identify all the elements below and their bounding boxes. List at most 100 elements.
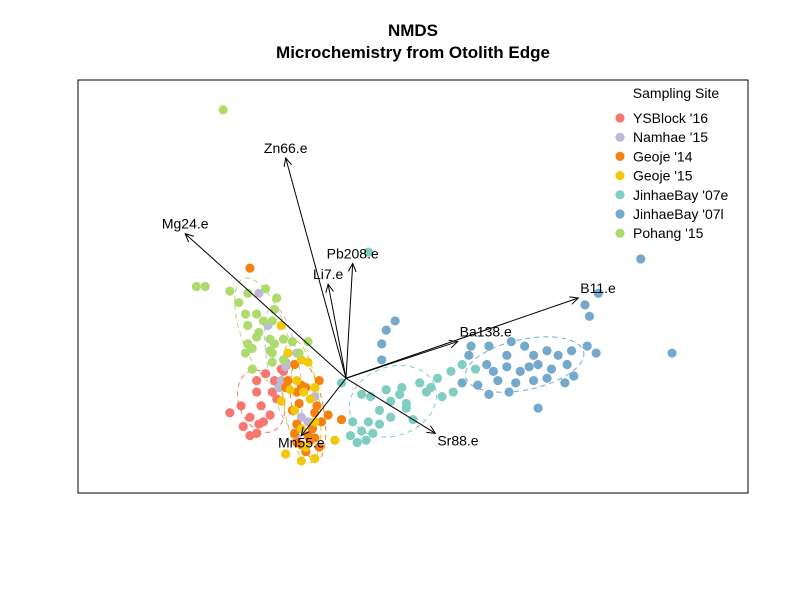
point-pohang-15 <box>247 343 257 354</box>
point-jinhaebay-07l <box>493 375 503 386</box>
point-geoje-15 <box>310 417 320 427</box>
point-jinhaebay-07l <box>566 346 577 356</box>
point-jinhaebay-07e <box>470 364 481 374</box>
point-ysblock-16 <box>267 387 277 397</box>
arrowhead-ba138-e <box>448 339 459 349</box>
point-jinhaebay-07e <box>368 428 378 438</box>
point-geoje-15 <box>292 375 302 386</box>
point-jinhaebay-07l <box>582 341 592 351</box>
point-geoje-15 <box>298 387 309 397</box>
point-pohang-15 <box>252 309 262 319</box>
point-jinhaebay-07l <box>502 362 512 372</box>
point-geoje-14 <box>314 375 324 386</box>
point-jinhaebay-07l <box>533 359 543 370</box>
point-ysblock-16 <box>236 401 246 411</box>
point-ysblock-16 <box>256 401 266 411</box>
point-jinhaebay-07e <box>381 385 391 395</box>
legend: Sampling Site YSBlock '16 Namhae '15 Geoje… <box>615 85 729 241</box>
point-pohang-15 <box>258 316 268 326</box>
point-namhae-15 <box>276 375 286 386</box>
vector-label-zn66-e: Zn66.e <box>264 140 308 156</box>
point-jinhaebay-07e <box>352 437 362 448</box>
point-jinhaebay-07l <box>529 375 539 386</box>
point-geoje-15 <box>285 385 295 395</box>
legend-label-jinhaebay-07e: JinhaeBay '07e <box>633 187 729 203</box>
point-jinhaebay-07e <box>386 396 396 406</box>
point-geoje-15 <box>276 320 286 331</box>
point-jinhaebay-07e <box>357 389 367 399</box>
arrowhead-mg24-e <box>184 232 194 243</box>
point-pohang-15 <box>247 364 257 374</box>
point-geoje-14 <box>316 417 327 427</box>
point-geoje-14 <box>305 435 315 445</box>
point-ysblock-16 <box>245 412 255 422</box>
point-jinhaebay-07l <box>529 350 539 360</box>
point-geoje-15 <box>310 382 320 393</box>
point-jinhaebay-07l <box>390 316 400 326</box>
point-jinhaebay-07e <box>401 403 411 413</box>
point-jinhaebay-07l <box>636 254 646 264</box>
point-pohang-15 <box>254 327 264 337</box>
legend-label-namhae-15: Namhae '15 <box>633 129 708 145</box>
point-jinhaebay-07l <box>381 325 391 335</box>
point-jinhaebay-07l <box>484 389 494 399</box>
point-namhae-15 <box>296 412 306 422</box>
point-jinhaebay-07e <box>457 359 467 370</box>
point-jinhaebay-07e <box>446 366 456 376</box>
legend-swatch-geoje-15 <box>615 171 625 181</box>
point-jinhaebay-07l <box>542 346 552 356</box>
point-ysblock-16 <box>258 417 268 427</box>
vector-label-b11-e: B11.e <box>580 280 616 296</box>
point-ysblock-16 <box>269 375 280 386</box>
point-geoje-14 <box>290 359 300 370</box>
point-jinhaebay-07l <box>560 378 570 388</box>
point-pohang-15 <box>267 348 277 358</box>
point-jinhaebay-07l <box>515 366 525 376</box>
point-geoje-15 <box>276 396 286 406</box>
point-geoje-15 <box>330 435 340 445</box>
point-geoje-15 <box>305 394 315 404</box>
vector-label-li7-e: Li7.e <box>313 266 344 282</box>
point-geoje-15 <box>296 424 306 434</box>
point-jinhaebay-07l <box>377 355 387 365</box>
point-ysblock-16 <box>252 428 262 438</box>
vector-b11-e <box>345 297 579 379</box>
point-geoje-14 <box>323 410 333 420</box>
point-pohang-15 <box>200 281 210 292</box>
point-jinhaebay-07l <box>457 378 467 388</box>
point-pohang-15 <box>218 105 228 115</box>
point-jinhaebay-07l <box>580 300 590 310</box>
point-jinhaebay-07e <box>361 435 371 445</box>
point-jinhaebay-07l <box>542 373 552 383</box>
vector-li7-e <box>327 284 347 379</box>
point-geoje-15 <box>310 453 320 464</box>
point-jinhaebay-07l <box>482 359 492 370</box>
point-pohang-15 <box>278 334 289 344</box>
point-pohang-15 <box>240 309 251 319</box>
point-ysblock-16 <box>238 421 248 432</box>
legend-swatch-jinhaebay-07e <box>615 190 625 200</box>
point-jinhaebay-07l <box>473 380 483 390</box>
point-jinhaebay-07l <box>511 378 521 388</box>
point-jinhaebay-07e <box>345 431 356 441</box>
legend-label-jinhaebay-07l: JinhaeBay '07l <box>633 206 724 222</box>
point-jinhaebay-07l <box>553 350 563 360</box>
point-layer <box>191 105 677 466</box>
arrowhead-li7-e <box>325 283 334 294</box>
point-geoje-15 <box>281 449 291 459</box>
point-jinhaebay-07e <box>374 405 385 415</box>
point-geoje-14 <box>245 263 255 273</box>
legend-label-ysblock-16: YSBlock '16 <box>633 110 708 126</box>
point-jinhaebay-07l <box>466 341 476 351</box>
legend-swatch-geoje-14 <box>615 151 625 161</box>
point-pohang-15 <box>278 355 289 365</box>
legend-swatch-jinhaebay-07l <box>615 209 625 219</box>
point-jinhaebay-07l <box>377 339 387 349</box>
arrowhead-b11-e <box>569 296 580 305</box>
vector-pb208-e <box>345 263 354 379</box>
vector-mn55-e <box>300 377 347 436</box>
point-jinhaebay-07l <box>488 366 498 376</box>
point-jinhaebay-07e <box>415 378 425 388</box>
legend-swatch-pohang-15 <box>615 228 625 238</box>
